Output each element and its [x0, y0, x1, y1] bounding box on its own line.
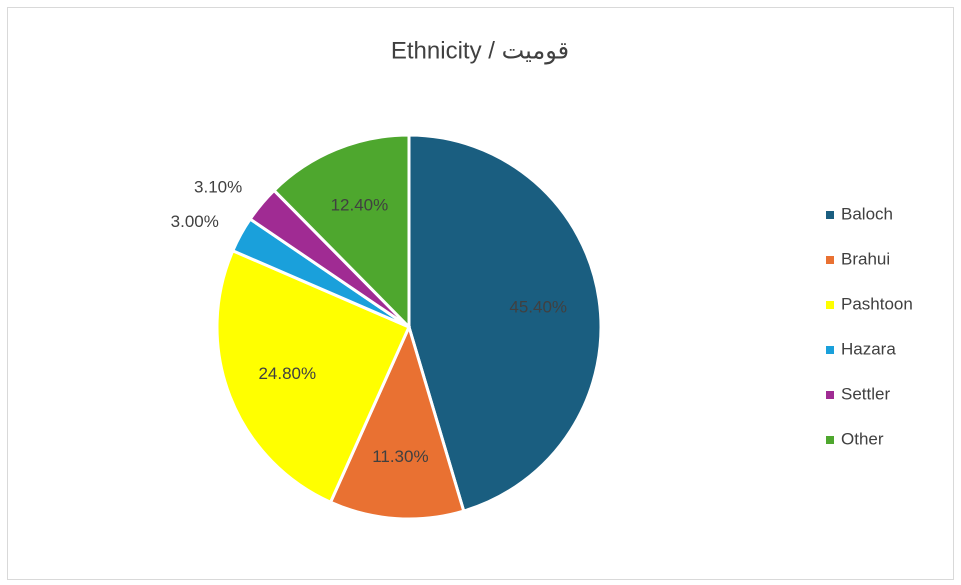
- data-label: 3.00%: [171, 212, 219, 231]
- legend-swatch: [826, 391, 834, 399]
- data-label: 12.40%: [331, 196, 389, 215]
- legend-swatch: [826, 346, 834, 354]
- pie-slice: [215, 248, 411, 505]
- legend-swatch: [826, 301, 834, 309]
- pie-slice: [271, 133, 411, 331]
- legend-label: Brahui: [841, 249, 890, 268]
- legend-swatch: [826, 256, 834, 264]
- legend-label: Settler: [841, 384, 890, 403]
- legend-swatch: [826, 436, 834, 444]
- chart-title: Ethnicity / قوميت: [391, 37, 569, 64]
- data-label: 11.30%: [372, 447, 428, 466]
- data-label: 24.80%: [258, 364, 316, 383]
- data-label: 3.10%: [194, 178, 242, 197]
- legend-label: Hazara: [841, 339, 896, 358]
- legend-swatch: [826, 211, 834, 219]
- pie-slice: [407, 133, 603, 513]
- legend-label: Other: [841, 429, 884, 448]
- legend-label: Pashtoon: [841, 294, 913, 313]
- pie-slice: [328, 322, 466, 521]
- data-label: 45.40%: [509, 298, 567, 317]
- legend-label: Baloch: [841, 204, 893, 223]
